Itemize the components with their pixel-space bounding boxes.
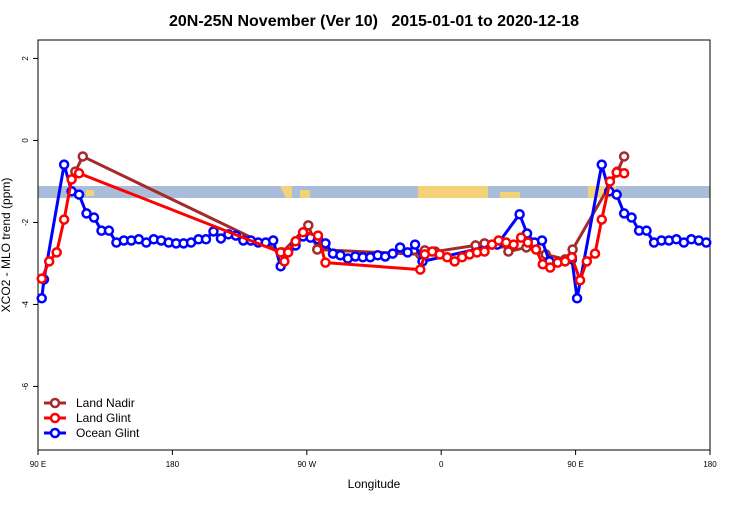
- data-point: [297, 227, 309, 238]
- data-point: [503, 246, 514, 257]
- y-tick-label: -2: [21, 218, 30, 226]
- data-point: [312, 230, 324, 241]
- data-point: [479, 246, 490, 257]
- data-point: [77, 151, 89, 162]
- data-point: [522, 237, 534, 248]
- legend-marker: [49, 412, 61, 424]
- data-point: [449, 256, 460, 267]
- data-point: [641, 225, 652, 236]
- data-point: [581, 256, 593, 267]
- data-point: [282, 247, 294, 258]
- x-tick-label: 0: [439, 460, 444, 469]
- x-tick-label: 180: [703, 460, 717, 469]
- data-point: [402, 247, 413, 258]
- data-point: [544, 262, 556, 273]
- data-point: [36, 273, 47, 284]
- data-point: [290, 236, 301, 247]
- data-point: [604, 176, 616, 187]
- data-point: [58, 214, 70, 225]
- data-point: [200, 234, 212, 245]
- data-point: [508, 239, 519, 250]
- data-point: [88, 212, 100, 223]
- chart-title: 20N-25N November (Ver 10) 2015-01-01 to …: [169, 13, 579, 30]
- legend-label: Ocean Glint: [76, 426, 140, 440]
- data-point: [279, 256, 290, 267]
- series: [36, 167, 630, 286]
- data-point: [589, 248, 601, 259]
- data-point: [394, 242, 406, 253]
- legend-marker: [49, 397, 61, 409]
- data-point: [611, 189, 622, 200]
- data-point: [51, 247, 62, 258]
- y-tick-label: 2: [21, 56, 30, 61]
- data-point: [43, 256, 55, 267]
- y-tick-label: -6: [21, 382, 30, 390]
- x-axis-label: Longitude: [348, 477, 401, 491]
- data-point: [574, 275, 586, 286]
- legend-marker: [49, 427, 61, 439]
- data-point: [81, 208, 92, 219]
- data-point: [320, 238, 331, 249]
- data-point: [267, 235, 279, 246]
- data-point: [387, 248, 398, 259]
- data-point: [626, 212, 637, 223]
- data-point: [441, 252, 453, 263]
- data-point: [73, 189, 85, 200]
- x-tick-label: 90 W: [297, 460, 316, 469]
- data-point: [415, 264, 426, 275]
- y-axis-label: XCO2 - MLO trend (ppm): [0, 178, 13, 313]
- data-point: [515, 232, 527, 243]
- data-point: [320, 257, 331, 268]
- data-point: [536, 235, 548, 246]
- x-tick-label: 90 E: [567, 460, 583, 469]
- data-point: [530, 244, 542, 255]
- data-point: [73, 168, 85, 179]
- data-point: [215, 233, 227, 244]
- data-point: [596, 159, 607, 170]
- data-point: [566, 252, 578, 263]
- y-tick-label: 0: [21, 138, 30, 143]
- legend-label: Land Nadir: [76, 396, 135, 410]
- x-tick-label: 180: [166, 460, 180, 469]
- data-point: [571, 293, 583, 304]
- data-point: [618, 168, 630, 179]
- y-tick-label: -4: [21, 300, 30, 308]
- data-point: [618, 151, 630, 162]
- data-point: [103, 225, 115, 236]
- data-point: [58, 159, 70, 170]
- x-tick-label: 90 E: [30, 460, 46, 469]
- data-point: [514, 209, 525, 220]
- data-point: [66, 174, 77, 185]
- data-point: [36, 293, 47, 304]
- data-point: [596, 214, 607, 225]
- legend-label: Land Glint: [76, 411, 131, 425]
- data-point: [701, 237, 712, 248]
- data-point: [409, 239, 421, 250]
- data-point: [618, 208, 630, 219]
- data-point: [303, 220, 314, 231]
- map-strip: [38, 186, 710, 198]
